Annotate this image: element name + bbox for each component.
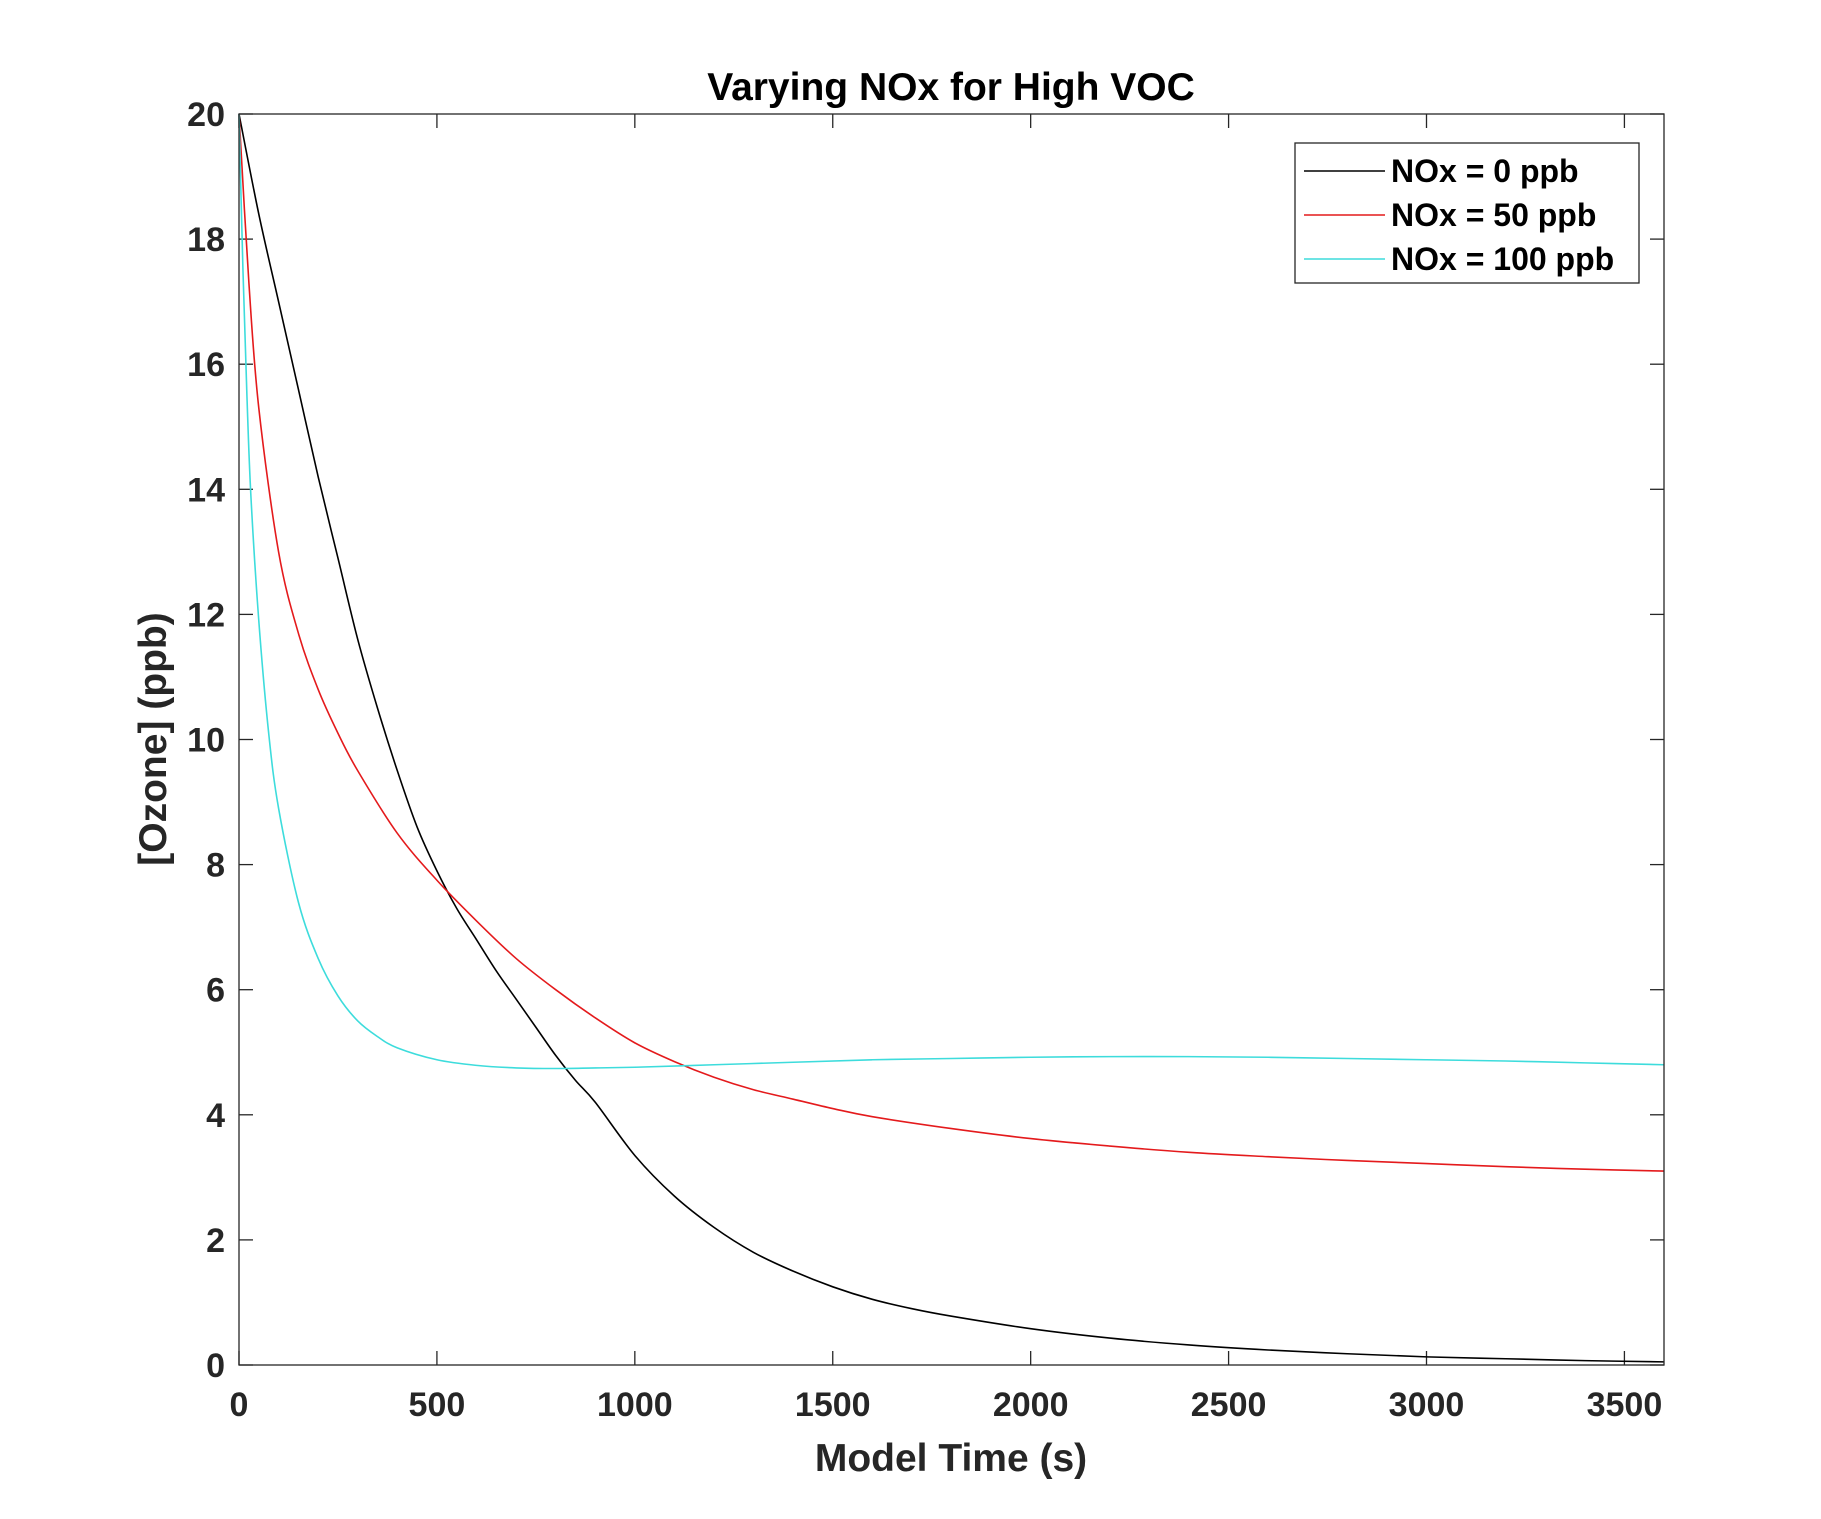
- legend-label-1: NOx = 50 ppb: [1391, 197, 1596, 233]
- y-tick-label: 8: [206, 847, 225, 885]
- legend-label-0: NOx = 0 ppb: [1391, 153, 1579, 189]
- series-line-0: [238, 113, 1665, 1363]
- x-tick-label: 2000: [993, 1386, 1069, 1424]
- y-tick-label: 12: [187, 596, 225, 634]
- series-line-1: [238, 113, 1665, 1172]
- x-tick-label: 2500: [1191, 1386, 1267, 1424]
- y-tick-label: 6: [206, 972, 225, 1010]
- x-tick-label: 500: [409, 1386, 466, 1424]
- x-ticks: 0 500 1000 1500 2000 2500 3000 3500: [230, 114, 1663, 1424]
- x-tick-label: 1500: [795, 1386, 871, 1424]
- plot-area: [239, 114, 1664, 1365]
- x-axis-label: Model Time (s): [815, 1437, 1087, 1480]
- y-tick-label: 0: [206, 1347, 225, 1385]
- y-ticks: 0 2 4 6 8 10 12 14 16 18 20: [187, 96, 1664, 1385]
- x-tick-label: 3500: [1587, 1386, 1663, 1424]
- x-tick-label: 3000: [1389, 1386, 1465, 1424]
- x-tick-label: 1000: [597, 1386, 673, 1424]
- y-tick-label: 14: [187, 471, 225, 509]
- chart-title: Varying NOx for High VOC: [707, 66, 1195, 109]
- y-tick-label: 4: [206, 1097, 225, 1135]
- y-axis-label: [Ozone] (ppb): [132, 612, 175, 865]
- series-line-2: [238, 113, 1665, 1070]
- y-tick-label: 2: [206, 1222, 225, 1260]
- y-tick-label: 16: [187, 346, 225, 384]
- y-tick-label: 20: [187, 96, 225, 134]
- x-tick-label: 0: [230, 1386, 249, 1424]
- plot-frame: [238, 113, 1665, 1366]
- legend: NOx = 0 ppb NOx = 50 ppb NOx = 100 ppb: [1294, 142, 1640, 284]
- series-lines: [238, 113, 1665, 1363]
- legend-label-2: NOx = 100 ppb: [1391, 241, 1614, 277]
- y-tick-label: 18: [187, 221, 225, 259]
- y-tick-label: 10: [187, 722, 225, 760]
